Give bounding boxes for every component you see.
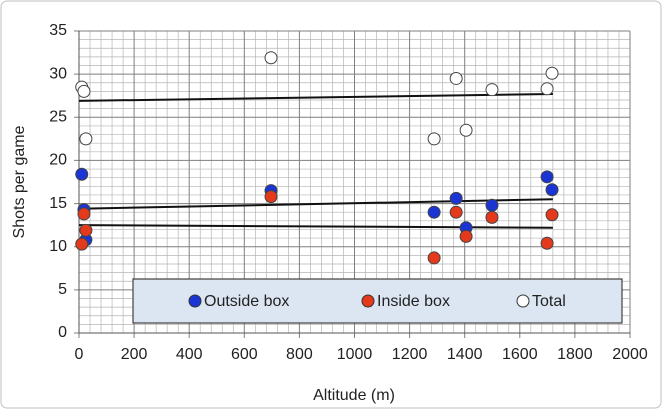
- point: [485, 198, 499, 212]
- x-tick-label: 1200: [392, 346, 428, 363]
- x-tick-label: 1000: [337, 346, 373, 363]
- y-tick-label: 20: [49, 152, 67, 169]
- x-tick-label: 0: [75, 346, 84, 363]
- x-tick-label: 400: [176, 346, 203, 363]
- legend-marker: [516, 294, 530, 308]
- legend-label: Total: [532, 293, 566, 310]
- point: [545, 183, 559, 197]
- y-tick-label: 25: [49, 109, 67, 126]
- y-tick-label: 0: [58, 324, 67, 341]
- legend: Outside box Inside box Total: [132, 278, 623, 324]
- y-tick-label: 5: [58, 281, 67, 298]
- legend-marker: [361, 294, 375, 308]
- x-tick-label: 600: [231, 346, 258, 363]
- point: [545, 208, 559, 222]
- point: [449, 191, 463, 205]
- x-tick-label: 1600: [502, 346, 538, 363]
- point: [427, 205, 441, 219]
- point: [545, 66, 559, 80]
- legend-label: Outside box: [204, 293, 289, 310]
- x-tick-label: 1800: [557, 346, 593, 363]
- point: [459, 123, 473, 137]
- x-tick-label: 200: [121, 346, 148, 363]
- x-tick-label: 1400: [447, 346, 483, 363]
- point: [77, 84, 91, 98]
- point: [427, 132, 441, 146]
- point: [427, 251, 441, 265]
- point: [264, 51, 278, 65]
- point: [77, 207, 91, 221]
- point: [540, 236, 554, 250]
- point: [485, 83, 499, 97]
- point: [449, 71, 463, 85]
- point: [459, 229, 473, 243]
- point: [79, 132, 93, 146]
- legend-label: Inside box: [377, 293, 450, 310]
- point: [264, 190, 278, 204]
- point: [540, 82, 554, 96]
- point: [79, 223, 93, 237]
- trend-line: [78, 198, 553, 210]
- y-axis-label: Shots per game: [11, 125, 28, 238]
- point: [449, 205, 463, 219]
- point: [75, 237, 89, 251]
- legend-box: [132, 278, 623, 324]
- point: [75, 167, 89, 181]
- y-tick-label: 30: [49, 65, 67, 82]
- trend-line: [78, 92, 553, 102]
- x-axis-label: Altitude (m): [313, 387, 395, 404]
- y-tick-label: 35: [49, 22, 67, 39]
- y-tick-label: 10: [49, 238, 67, 255]
- y-tick-label: 15: [49, 195, 67, 212]
- x-tick-label: 800: [286, 346, 313, 363]
- point: [540, 170, 554, 184]
- plot: Outside box Inside box Total: [75, 51, 623, 324]
- trend-line: [78, 224, 553, 229]
- x-tick-label: 2000: [612, 346, 648, 363]
- point: [485, 210, 499, 224]
- legend-marker: [188, 294, 202, 308]
